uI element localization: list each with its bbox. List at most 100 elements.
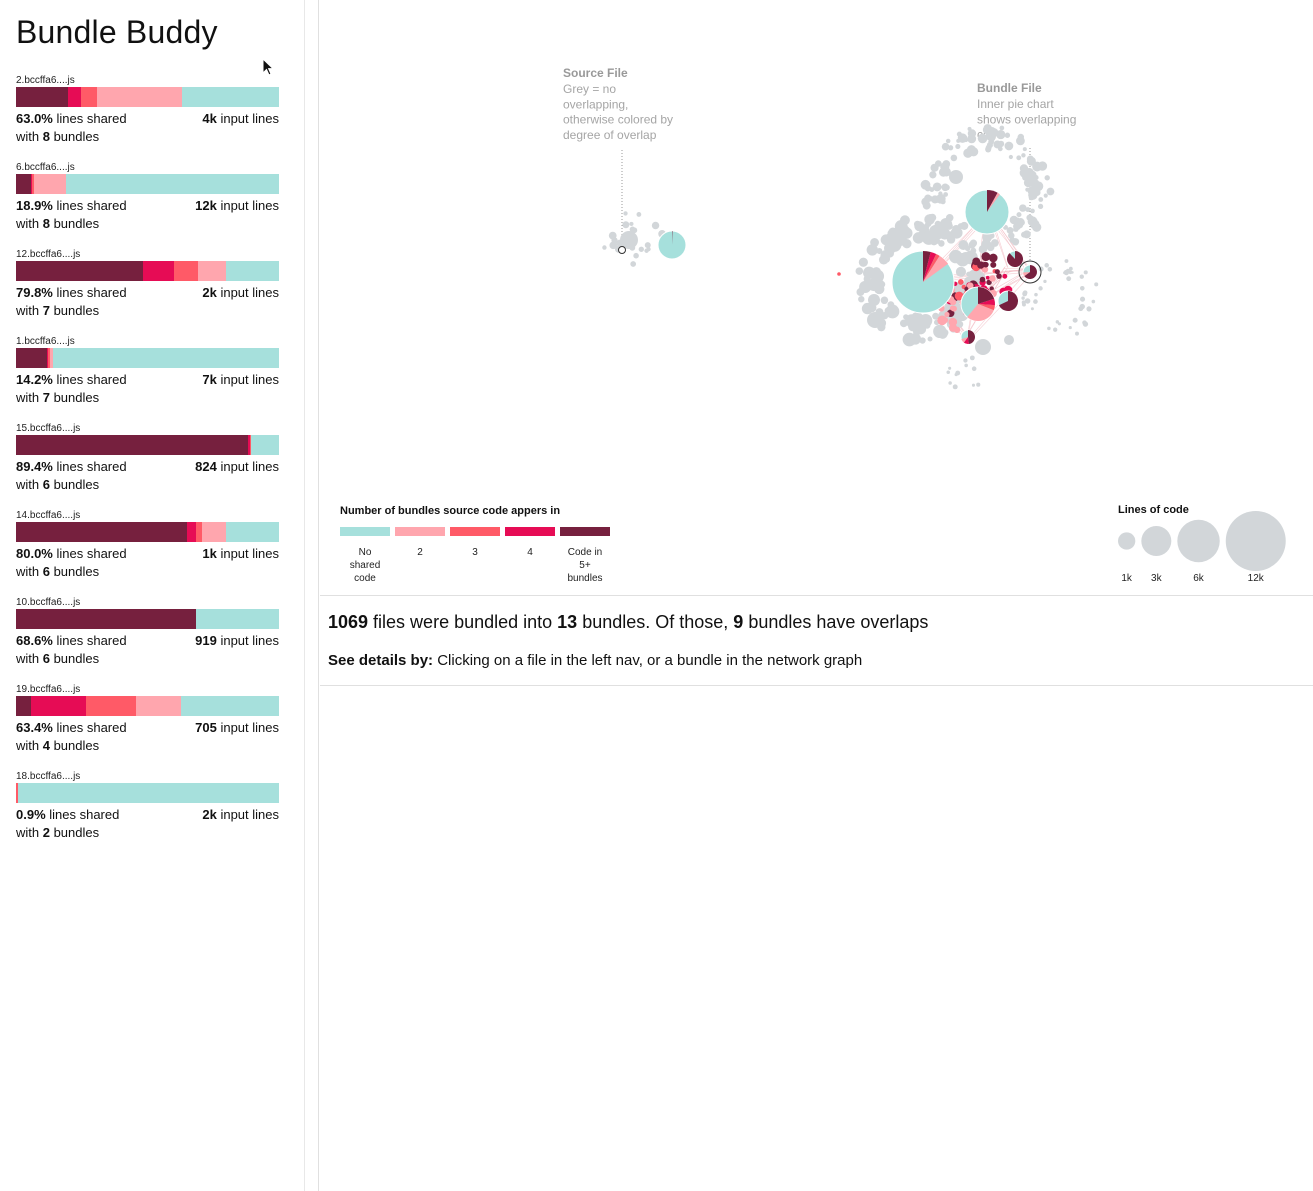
lines-shared: 63.0% lines shared xyxy=(16,111,127,126)
source-file-node xyxy=(944,311,950,318)
source-file-node xyxy=(884,306,893,316)
source-file-node xyxy=(1028,190,1038,200)
bundle-item[interactable]: 18.bccffa6....js 0.9% lines shared 2k inpu… xyxy=(16,771,279,851)
overlap-bar xyxy=(16,609,279,629)
source-file-node xyxy=(953,232,960,239)
lines-shared: 14.2% lines shared xyxy=(16,372,127,387)
overlaps-count: 9 xyxy=(733,612,744,632)
source-file-node xyxy=(951,305,957,312)
bundle-item[interactable]: 12.bccffa6....js 79.8% lines shared 2k inp… xyxy=(16,249,279,329)
bundle-node[interactable] xyxy=(1006,250,1024,268)
source-file-node xyxy=(908,321,918,332)
overlap-bar-segment-four xyxy=(143,261,175,281)
graph-link xyxy=(968,274,1032,342)
selected-source-node xyxy=(618,246,626,254)
selected-bundle-ring xyxy=(1018,260,1042,284)
bundle-node[interactable] xyxy=(1022,264,1038,280)
bundle-node[interactable] xyxy=(891,250,955,314)
source-file-node xyxy=(1022,302,1026,307)
size-legend-circle xyxy=(1118,532,1136,550)
overlap-bar xyxy=(16,87,279,107)
source-file-node xyxy=(977,133,988,144)
source-file-node xyxy=(1002,273,1008,279)
source-file-annotation-text: otherwise colored by xyxy=(563,113,673,127)
source-file-node xyxy=(952,384,958,390)
bundle-name: 10.bccffa6....js xyxy=(16,597,81,608)
source-file-node xyxy=(1015,217,1021,223)
source-file-node xyxy=(902,332,917,347)
bundle-pie-slice xyxy=(967,304,994,321)
bundle-pie-slice xyxy=(987,190,998,212)
source-file-node xyxy=(1013,222,1021,231)
legend-swatch xyxy=(560,527,610,536)
shared-bundles-count: with 2 bundles xyxy=(16,825,100,840)
overlap-bar-segment-three xyxy=(32,174,35,194)
overlap-bar-segment-none xyxy=(181,87,279,107)
source-file-node xyxy=(1053,327,1058,332)
bundle-item[interactable]: 14.bccffa6....js 80.0% lines shared 1k inp… xyxy=(16,510,279,590)
source-file-node xyxy=(1016,136,1025,146)
bundle-node[interactable] xyxy=(960,286,996,322)
bundle-item[interactable]: 1.bccffa6....js 14.2% lines shared 7k inpu… xyxy=(16,336,279,416)
size-legend-circle xyxy=(1225,511,1286,571)
source-file-node xyxy=(983,261,989,268)
source-file-node xyxy=(1022,291,1028,297)
legend-swatch xyxy=(340,527,390,536)
bundle-item[interactable]: 2.bccffa6....js 63.0% lines shared 4k inpu… xyxy=(16,75,279,155)
source-file-node xyxy=(1044,263,1049,268)
bundle-node[interactable] xyxy=(964,189,1010,235)
source-file-node xyxy=(999,125,1005,131)
source-file-node xyxy=(1004,132,1011,138)
source-file-node xyxy=(1004,335,1014,345)
source-file-node xyxy=(1068,325,1072,330)
bundle-item[interactable]: 6.bccffa6....js 18.9% lines shared 12k inp… xyxy=(16,162,279,242)
source-file-node xyxy=(936,326,944,334)
shared-bundles-count: with 6 bundles xyxy=(16,651,100,666)
source-file-node xyxy=(1066,276,1072,282)
bundle-item[interactable]: 19.bccffa6....js 63.4% lines shared 705 in… xyxy=(16,684,279,764)
bundle-file-annotation-text: Inner pie chart xyxy=(977,97,1054,111)
source-file-node xyxy=(954,373,958,377)
source-file-node xyxy=(861,302,874,315)
lines-shared: 89.4% lines shared xyxy=(16,459,127,474)
source-file-node xyxy=(1083,270,1088,275)
source-file-node xyxy=(939,217,953,231)
source-file-node xyxy=(1037,161,1048,171)
source-file-node xyxy=(1022,147,1027,152)
overlap-bar-segment-three xyxy=(195,522,202,542)
source-file-node xyxy=(971,366,977,371)
source-file-node xyxy=(982,266,989,273)
bundle-node[interactable] xyxy=(997,290,1019,312)
source-file-node xyxy=(858,296,865,303)
legend-label: 5+ xyxy=(579,560,591,571)
source-file-node xyxy=(927,336,933,342)
bundle-pie-slice xyxy=(1023,272,1030,277)
source-file-node xyxy=(941,167,951,177)
lines-shared: 79.8% lines shared xyxy=(16,285,127,300)
sidebar-divider xyxy=(305,0,319,1191)
source-file-node xyxy=(1075,331,1079,336)
overlap-legend-title: Number of bundles source code appers in xyxy=(340,505,560,517)
size-legend-circle xyxy=(1141,526,1172,556)
source-file-node xyxy=(1030,208,1035,214)
source-file-node xyxy=(979,276,986,283)
overlap-bar-segment-none xyxy=(180,696,279,716)
source-file-node xyxy=(900,215,910,226)
bundle-item[interactable]: 10.bccffa6....js 68.6% lines shared 919 in… xyxy=(16,597,279,677)
source-file-node xyxy=(865,269,872,276)
source-file-node xyxy=(870,238,879,247)
bundle-item[interactable]: 15.bccffa6....js 89.4% lines shared 824 in… xyxy=(16,423,279,503)
bundle-node[interactable] xyxy=(657,230,687,260)
source-file-node xyxy=(997,146,1003,152)
bundle-node[interactable] xyxy=(960,329,976,345)
source-file-node xyxy=(1024,298,1031,304)
source-file-node xyxy=(938,240,945,247)
source-file-node xyxy=(868,246,876,255)
input-lines: 2k input lines xyxy=(202,285,279,300)
shared-bundles-count: with 7 bundles xyxy=(16,303,100,318)
source-file-node xyxy=(964,287,969,291)
source-file-node xyxy=(964,363,968,368)
source-file-node xyxy=(644,248,649,253)
bundles-count: 13 xyxy=(557,612,578,632)
